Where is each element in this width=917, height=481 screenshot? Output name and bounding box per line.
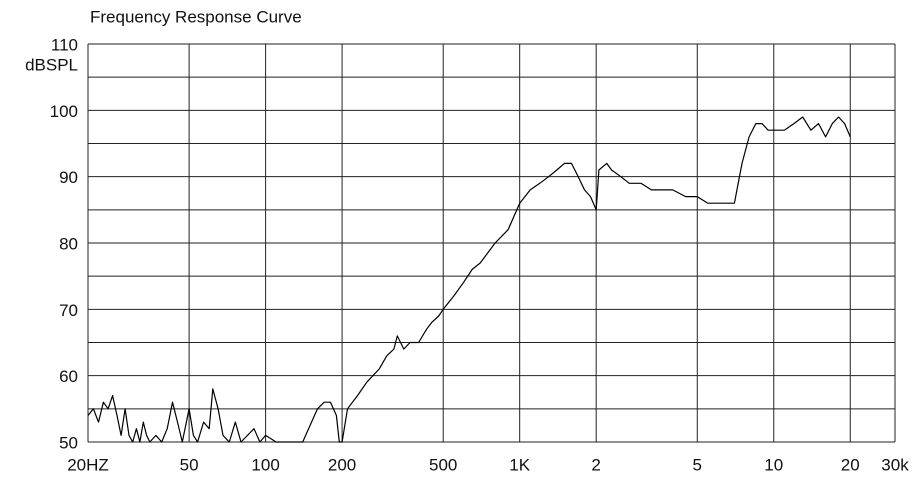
x-tick-label: 500 <box>429 455 457 474</box>
x-tick-label: 30k <box>881 455 909 474</box>
response-line <box>87 116 851 443</box>
y-tick-label: 100 <box>50 102 78 121</box>
y-tick-label: 60 <box>59 367 78 386</box>
y-tick-label: 80 <box>59 234 78 253</box>
x-tick-label: 50 <box>180 455 199 474</box>
y-tick-label: 70 <box>59 301 78 320</box>
y-tick-label: 50 <box>59 433 78 452</box>
y-tick-label: 90 <box>59 168 78 187</box>
chart-title: Frequency Response Curve <box>90 7 302 26</box>
y-axis-label: dBSPL <box>25 55 78 74</box>
x-tick-label: 1K <box>509 455 530 474</box>
x-tick-label: 200 <box>328 455 356 474</box>
x-tick-label: 2 <box>591 455 600 474</box>
x-tick-label: 10 <box>764 455 783 474</box>
x-tick-label: 5 <box>693 455 702 474</box>
y-tick-label: 110 <box>51 35 78 54</box>
x-tick-label: 20HZ <box>67 455 109 474</box>
x-tick-label: 20 <box>841 455 860 474</box>
x-tick-label: 100 <box>251 455 279 474</box>
